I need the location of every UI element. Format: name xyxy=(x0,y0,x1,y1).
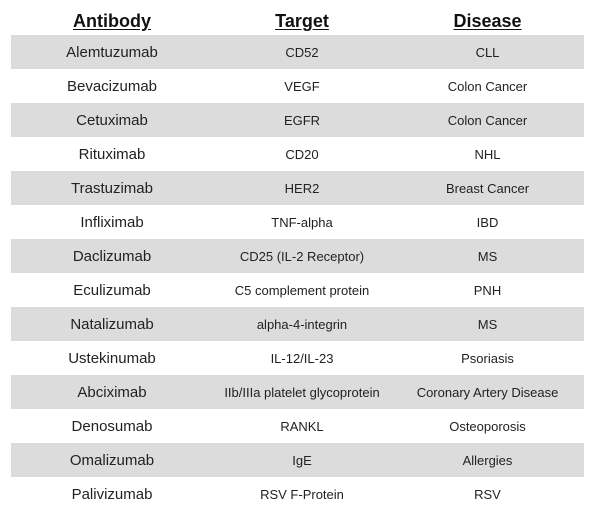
table-row: Cetuximab EGFR Colon Cancer xyxy=(11,103,584,137)
table-row: Natalizumab alpha-4-integrin MS xyxy=(11,307,584,341)
disease-cell: MS xyxy=(477,316,498,332)
antibody-cell: Palivizumab xyxy=(71,485,153,503)
target-cell: C5 complement protein xyxy=(234,282,370,298)
target-cell: CD25 (IL-2 Receptor) xyxy=(239,248,365,264)
antibody-cell: Eculizumab xyxy=(73,281,151,299)
disease-cell: Breast Cancer xyxy=(445,180,530,196)
table-row: Eculizumab C5 complement protein PNH xyxy=(11,273,584,307)
target-cell: IgE xyxy=(292,452,312,468)
table-row: Palivizumab RSV F-Protein RSV xyxy=(11,477,584,511)
table-row: Denosumab RANKL Osteoporosis xyxy=(11,409,584,443)
antibody-cell: Cetuximab xyxy=(76,111,148,129)
antibody-cell: Infliximab xyxy=(80,213,144,231)
header-antibody: Antibody xyxy=(73,11,151,31)
disease-cell: Psoriasis xyxy=(461,350,514,366)
antibody-cell: Daclizumab xyxy=(72,247,152,265)
table-row: Abciximab IIb/IIIa platelet glycoprotein… xyxy=(11,375,584,409)
disease-cell: Allergies xyxy=(462,452,513,468)
target-cell: CD52 xyxy=(285,44,319,60)
antibody-cell: Ustekinumab xyxy=(68,349,156,367)
antibody-table: Antibody Target Disease Alemtuzumab CD52… xyxy=(11,8,584,511)
target-cell: RSV F-Protein xyxy=(260,486,344,502)
disease-cell: PNH xyxy=(473,282,502,298)
header-disease: Disease xyxy=(453,11,522,31)
disease-cell: Colon Cancer xyxy=(447,112,528,128)
antibody-cell: Abciximab xyxy=(77,383,147,401)
antibody-cell: Omalizumab xyxy=(69,451,155,469)
target-cell: EGFR xyxy=(283,112,321,128)
table-row: Trastuzimab HER2 Breast Cancer xyxy=(11,171,584,205)
table-row: Ustekinumab IL-12/IL-23 Psoriasis xyxy=(11,341,584,375)
table-row: Daclizumab CD25 (IL-2 Receptor) MS xyxy=(11,239,584,273)
target-cell: alpha-4-integrin xyxy=(256,316,348,332)
table-row: Infliximab TNF-alpha IBD xyxy=(11,205,584,239)
table-row: Alemtuzumab CD52 CLL xyxy=(11,35,584,69)
disease-cell: Osteoporosis xyxy=(449,418,526,434)
disease-cell: Colon Cancer xyxy=(447,78,528,94)
antibody-cell: Natalizumab xyxy=(70,315,154,333)
antibody-cell: Denosumab xyxy=(71,417,153,435)
disease-cell: NHL xyxy=(474,146,501,162)
target-cell: TNF-alpha xyxy=(271,214,333,230)
target-cell: HER2 xyxy=(284,180,320,196)
table-row: Rituximab CD20 NHL xyxy=(11,137,584,171)
antibody-cell: Trastuzimab xyxy=(71,179,153,197)
target-cell: IIb/IIIa platelet glycoprotein xyxy=(224,384,380,400)
target-cell: IL-12/IL-23 xyxy=(270,350,334,366)
disease-cell: RSV xyxy=(474,486,501,502)
antibody-cell: Alemtuzumab xyxy=(66,43,158,61)
header-target: Target xyxy=(275,11,329,31)
table-header: Antibody Target Disease xyxy=(11,8,584,35)
disease-cell: MS xyxy=(477,248,498,264)
disease-cell: CLL xyxy=(475,44,500,60)
table-row: Omalizumab IgE Allergies xyxy=(11,443,584,477)
table-row: Bevacizumab VEGF Colon Cancer xyxy=(11,69,584,103)
target-cell: RANKL xyxy=(280,418,324,434)
target-cell: VEGF xyxy=(284,78,320,94)
antibody-cell: Bevacizumab xyxy=(66,77,158,95)
target-cell: CD20 xyxy=(285,146,319,162)
disease-cell: IBD xyxy=(476,214,499,230)
disease-cell: Coronary Artery Disease xyxy=(416,384,559,400)
antibody-cell: Rituximab xyxy=(78,145,146,163)
